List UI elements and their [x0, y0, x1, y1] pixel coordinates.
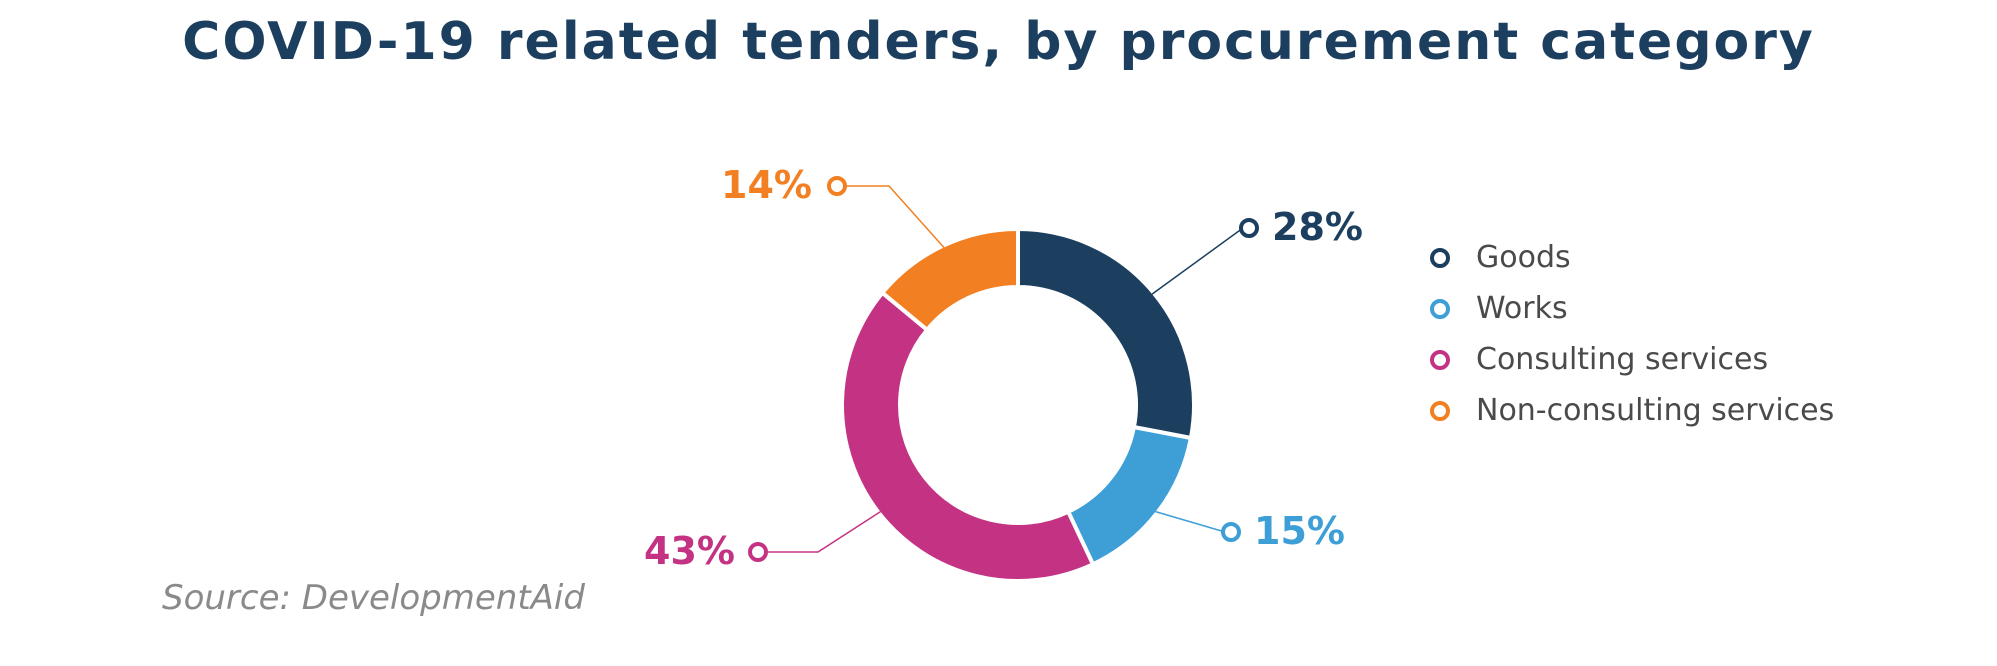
legend-marker-works: [1430, 298, 1450, 319]
legend-item-goods: Goods: [1430, 232, 1834, 283]
data-label-goods: 28%: [1272, 205, 1363, 249]
data-label-non-consulting-services: 14%: [721, 163, 812, 207]
callout-marker-works: [1221, 522, 1241, 542]
legend-label-consulting-services: Consulting services: [1476, 342, 1769, 377]
legend-marker-goods: [1430, 247, 1450, 268]
legend-item-consulting-services: Consulting services: [1430, 334, 1834, 385]
legend-marker-non-consulting-services: [1430, 400, 1450, 421]
callout-line-non-consulting-services: [847, 185, 945, 249]
legend-item-non-consulting-services: Non-consulting services: [1430, 385, 1834, 436]
donut-callouts: 28% 15% 43% 14%: [644, 163, 1363, 573]
callout-line-works: [1155, 510, 1226, 533]
legend-label-non-consulting-services: Non-consulting services: [1476, 393, 1835, 428]
chart-legend: Goods Works Consulting services Non-cons…: [1430, 232, 1834, 436]
source-note: Source: DevelopmentAid: [162, 578, 585, 618]
donut-slice-non-consulting-services: [879, 226, 1020, 333]
data-label-works: 15%: [1254, 509, 1345, 553]
donut-slice-consulting-services: [840, 289, 1096, 583]
callout-line-consulting-services: [768, 511, 881, 553]
donut-slices: [840, 226, 1196, 583]
donut-slice-goods: [1016, 226, 1196, 441]
legend-item-works: Works: [1430, 283, 1834, 334]
legend-label-goods: Goods: [1476, 240, 1571, 275]
donut-slice-works: [1065, 424, 1194, 567]
callout-marker-non-consulting-services: [827, 176, 847, 196]
callout-marker-goods: [1239, 218, 1259, 238]
legend-label-works: Works: [1476, 291, 1568, 326]
legend-marker-consulting-services: [1430, 349, 1450, 370]
callout-marker-consulting-services: [748, 542, 768, 562]
data-label-consulting-services: 43%: [644, 529, 735, 573]
chart-title: COVID-19 related tenders, by procurement…: [182, 12, 1815, 72]
callout-line-goods: [1151, 227, 1246, 295]
